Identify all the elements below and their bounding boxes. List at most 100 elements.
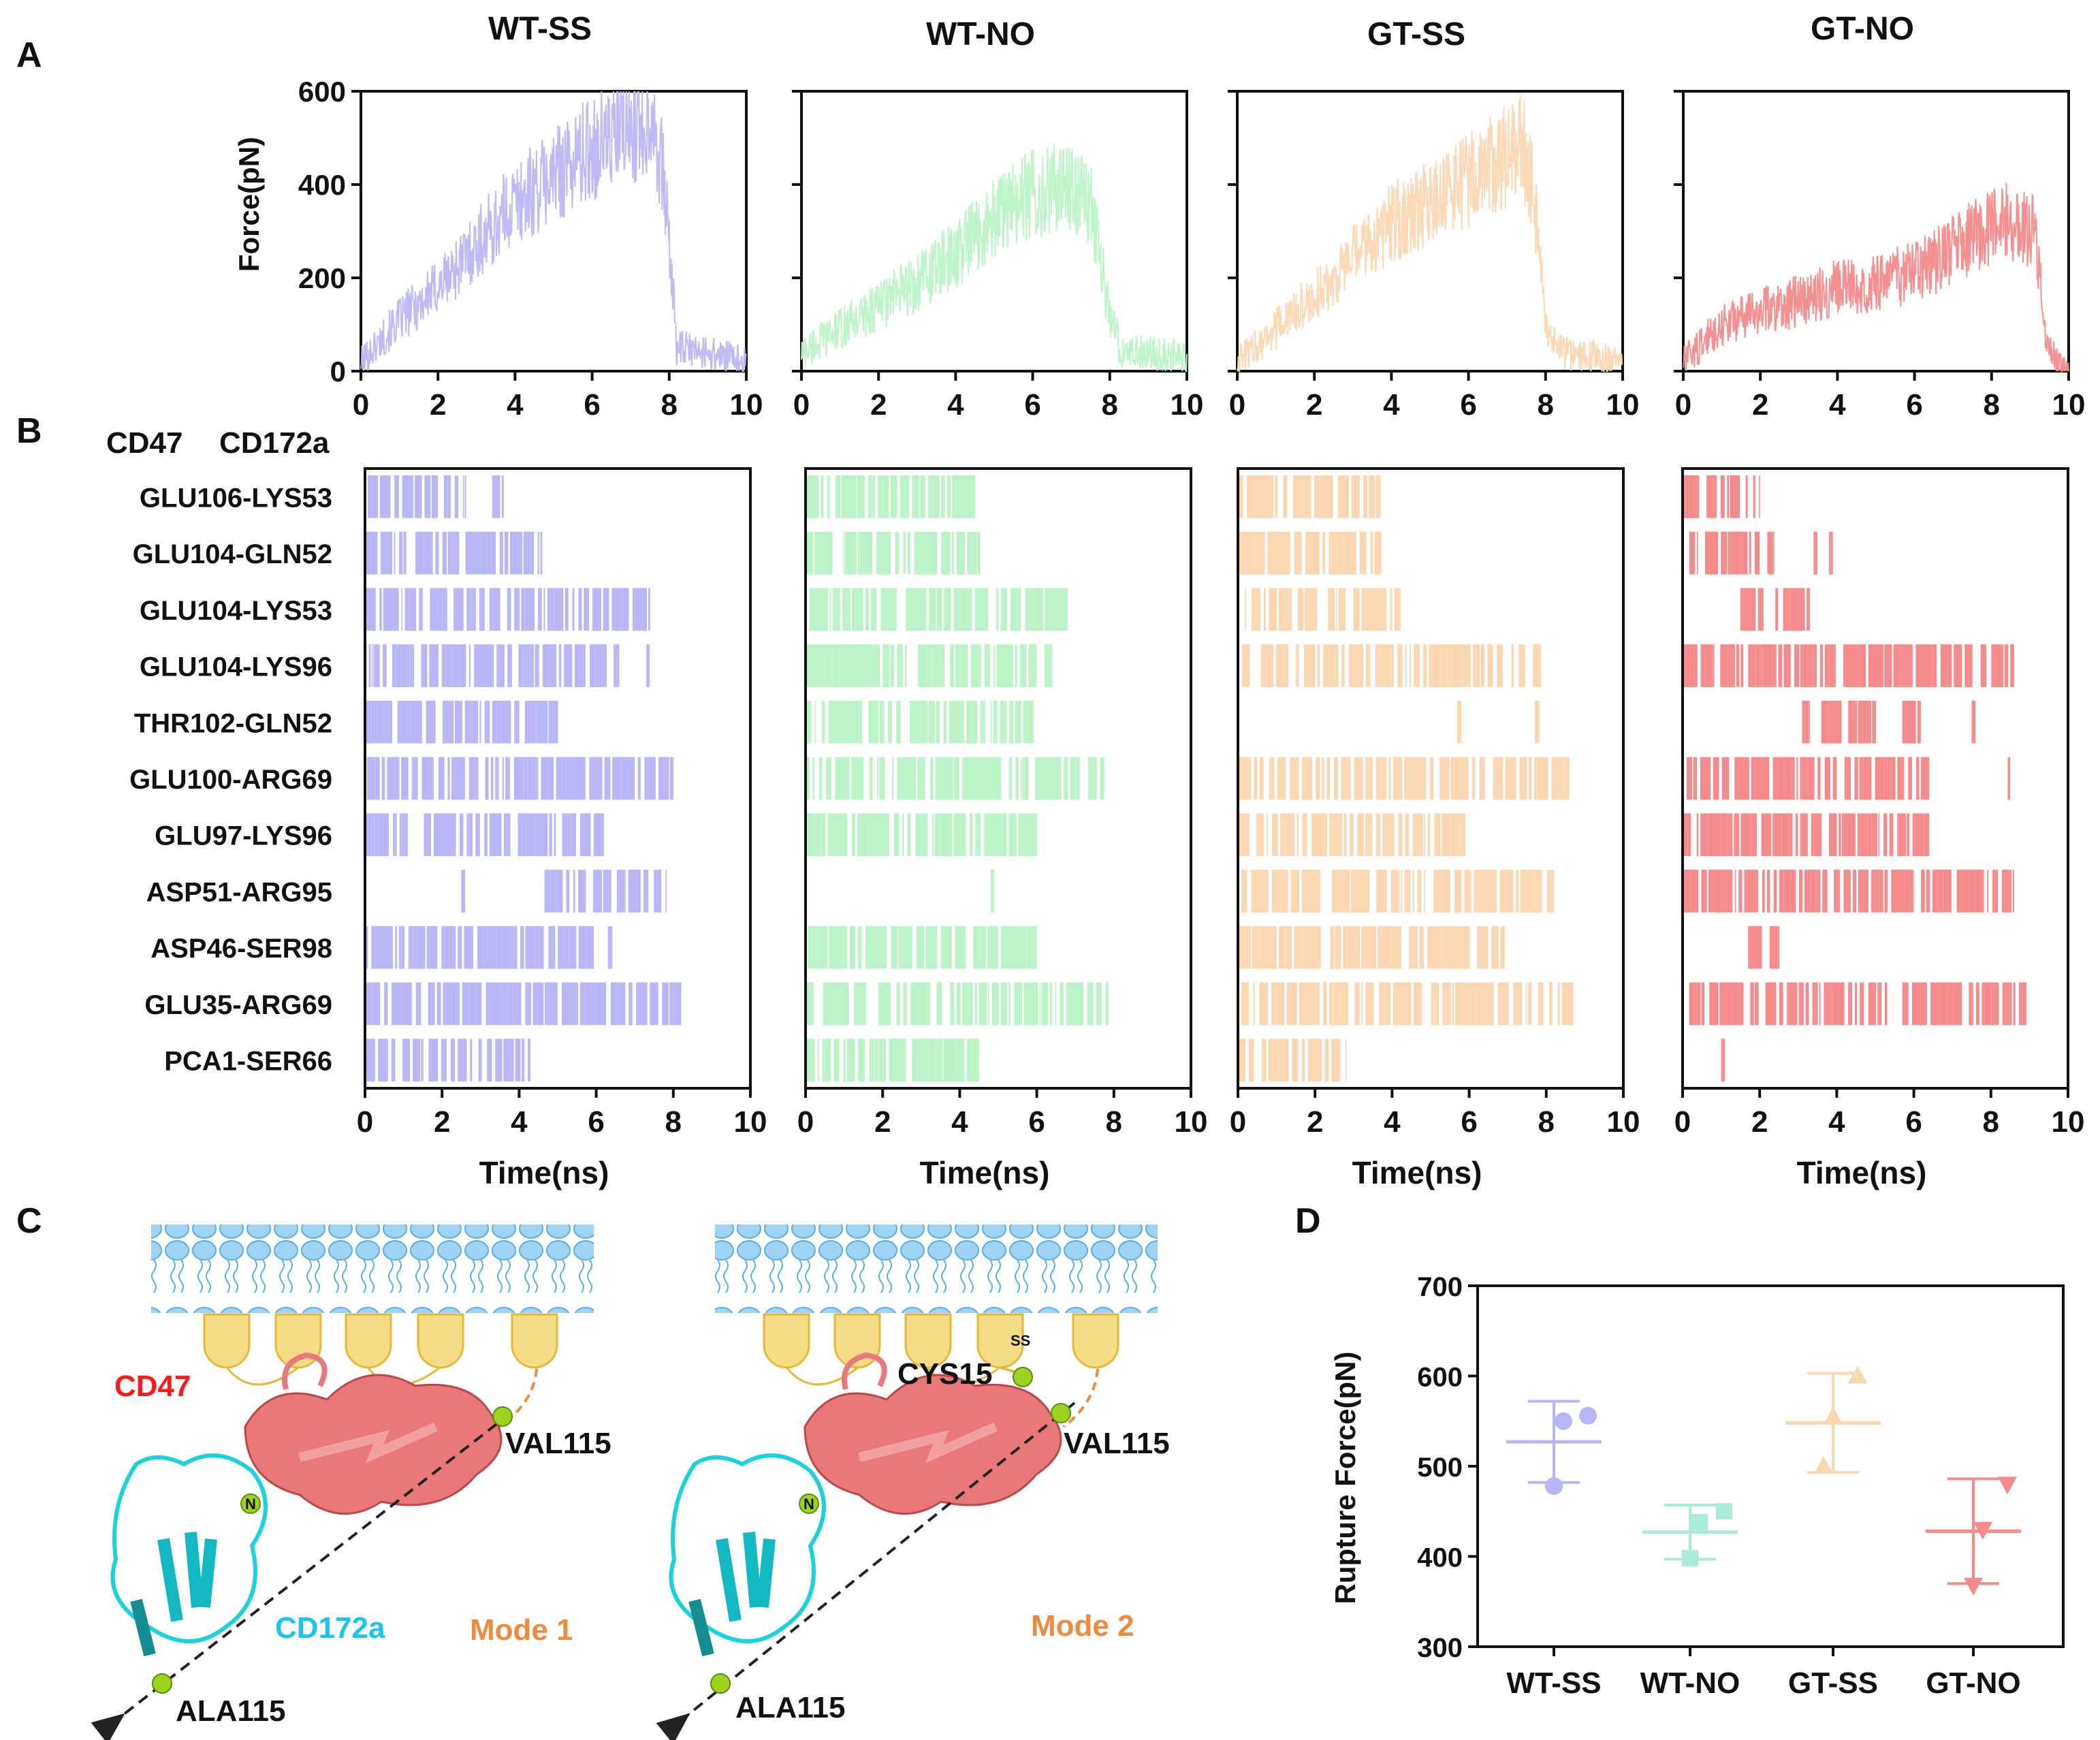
contact-bar bbox=[859, 644, 863, 687]
cd47-label: CD47 bbox=[114, 1370, 191, 1403]
contact-bar bbox=[573, 982, 577, 1026]
contact-bar bbox=[1323, 475, 1325, 518]
contact-bar bbox=[984, 588, 987, 631]
contact-bar bbox=[1241, 982, 1243, 1026]
contact-bar bbox=[391, 982, 395, 1026]
contact-bar bbox=[1390, 588, 1393, 631]
contact-bar bbox=[430, 588, 433, 631]
contact-bar bbox=[1243, 644, 1245, 687]
series-title: WT-SS bbox=[488, 11, 592, 47]
contact-bar bbox=[1971, 982, 1973, 1026]
contact-bar bbox=[1881, 757, 1885, 800]
contact-bar bbox=[977, 926, 979, 969]
contact-bar bbox=[1033, 588, 1037, 631]
ala115-label: ALA115 bbox=[735, 1691, 845, 1724]
contact-bar bbox=[1832, 700, 1836, 744]
contact-bar bbox=[1878, 813, 1880, 857]
contact-bar bbox=[414, 475, 416, 518]
contact-bar bbox=[1353, 870, 1356, 913]
contact-bar bbox=[859, 588, 863, 631]
contact-bar bbox=[857, 475, 859, 518]
cys15-bead bbox=[1013, 1367, 1033, 1387]
contact-bar bbox=[1766, 757, 1770, 800]
contact-bar bbox=[490, 531, 492, 575]
contact-bar bbox=[955, 926, 957, 969]
contact-bar bbox=[966, 700, 968, 744]
contact-bar bbox=[1783, 588, 1787, 631]
contact-bar bbox=[876, 531, 880, 575]
contact-bar bbox=[1974, 700, 1976, 744]
contact-bar bbox=[1904, 813, 1907, 857]
contact-bar bbox=[465, 531, 468, 575]
contact-bar bbox=[914, 982, 915, 1026]
contact-bar bbox=[806, 757, 810, 800]
contact-bar bbox=[1815, 870, 1817, 913]
contact-bar bbox=[453, 757, 456, 800]
contact-bar bbox=[372, 588, 376, 631]
contact-bar bbox=[964, 475, 966, 518]
contact-bar bbox=[1348, 644, 1352, 687]
contact-bar bbox=[514, 926, 518, 969]
contact-bar bbox=[633, 588, 635, 631]
y-tick-label: 200 bbox=[298, 262, 346, 294]
contact-bar bbox=[1278, 531, 1282, 575]
contact-bar bbox=[377, 982, 379, 1026]
panel-c-schematic: N CD47 CD172a VAL115 ALA115 Mode 1 bbox=[91, 1224, 1170, 1740]
contact-bar bbox=[1982, 644, 1986, 687]
contact-bar bbox=[447, 757, 450, 800]
contact-bar bbox=[552, 700, 554, 744]
contact-bar bbox=[456, 700, 458, 744]
contact-bar bbox=[872, 475, 875, 518]
contact-bar bbox=[1362, 531, 1367, 575]
contact-bar bbox=[1851, 813, 1855, 857]
contact-bar bbox=[447, 531, 451, 575]
contact-bar bbox=[955, 813, 959, 857]
contact-bar bbox=[1326, 757, 1330, 800]
contact-bar bbox=[941, 813, 942, 857]
contact-bar bbox=[1441, 644, 1445, 687]
contact-bar bbox=[1293, 813, 1295, 857]
contact-bar bbox=[1242, 1039, 1245, 1081]
contact-bar bbox=[1064, 757, 1065, 800]
contact-bar bbox=[1783, 870, 1785, 913]
contact-bar bbox=[1026, 926, 1028, 969]
contact-bar bbox=[1768, 644, 1770, 687]
contact-bar bbox=[500, 982, 505, 1026]
contact-bar bbox=[405, 813, 408, 857]
contact-bar bbox=[1863, 757, 1867, 800]
contact-bar bbox=[375, 700, 377, 744]
contact-bar bbox=[1476, 982, 1478, 1026]
contact-bar bbox=[1066, 982, 1068, 1026]
contact-bar bbox=[920, 531, 925, 575]
contact-bar bbox=[604, 757, 609, 800]
contact-bar bbox=[1542, 757, 1546, 800]
contact-bar bbox=[1247, 982, 1250, 1026]
contact-bar bbox=[1966, 870, 1970, 913]
contact-bar bbox=[1478, 982, 1482, 1026]
contact-bar bbox=[1365, 757, 1370, 800]
contact-bar bbox=[395, 757, 398, 800]
contact-bar bbox=[434, 1039, 439, 1081]
contact-bar bbox=[1903, 700, 1906, 744]
contact-bar bbox=[970, 475, 974, 518]
contact-bar bbox=[468, 757, 471, 800]
contact-bar bbox=[457, 475, 458, 518]
contact-bar bbox=[1254, 475, 1256, 518]
pair-label: ASP51-ARG95 bbox=[146, 877, 332, 907]
contact-bar bbox=[839, 757, 841, 800]
contact-bar bbox=[567, 757, 572, 800]
contact-bar bbox=[1382, 982, 1384, 1026]
contact-bar bbox=[1446, 982, 1449, 1026]
contact-bar bbox=[1694, 870, 1696, 913]
contact-bar bbox=[931, 1039, 936, 1081]
contact-bar bbox=[812, 757, 814, 800]
contact-bar bbox=[544, 870, 547, 913]
contact-bar bbox=[430, 1039, 433, 1081]
contact-bar bbox=[1296, 475, 1299, 518]
contact-bar bbox=[903, 475, 906, 518]
contact-bar bbox=[1947, 870, 1952, 913]
contact-bar bbox=[397, 700, 400, 744]
contact-bar bbox=[514, 588, 518, 631]
x-tick-label: WT-SS bbox=[1506, 1666, 1601, 1700]
contact-bar bbox=[577, 757, 582, 800]
